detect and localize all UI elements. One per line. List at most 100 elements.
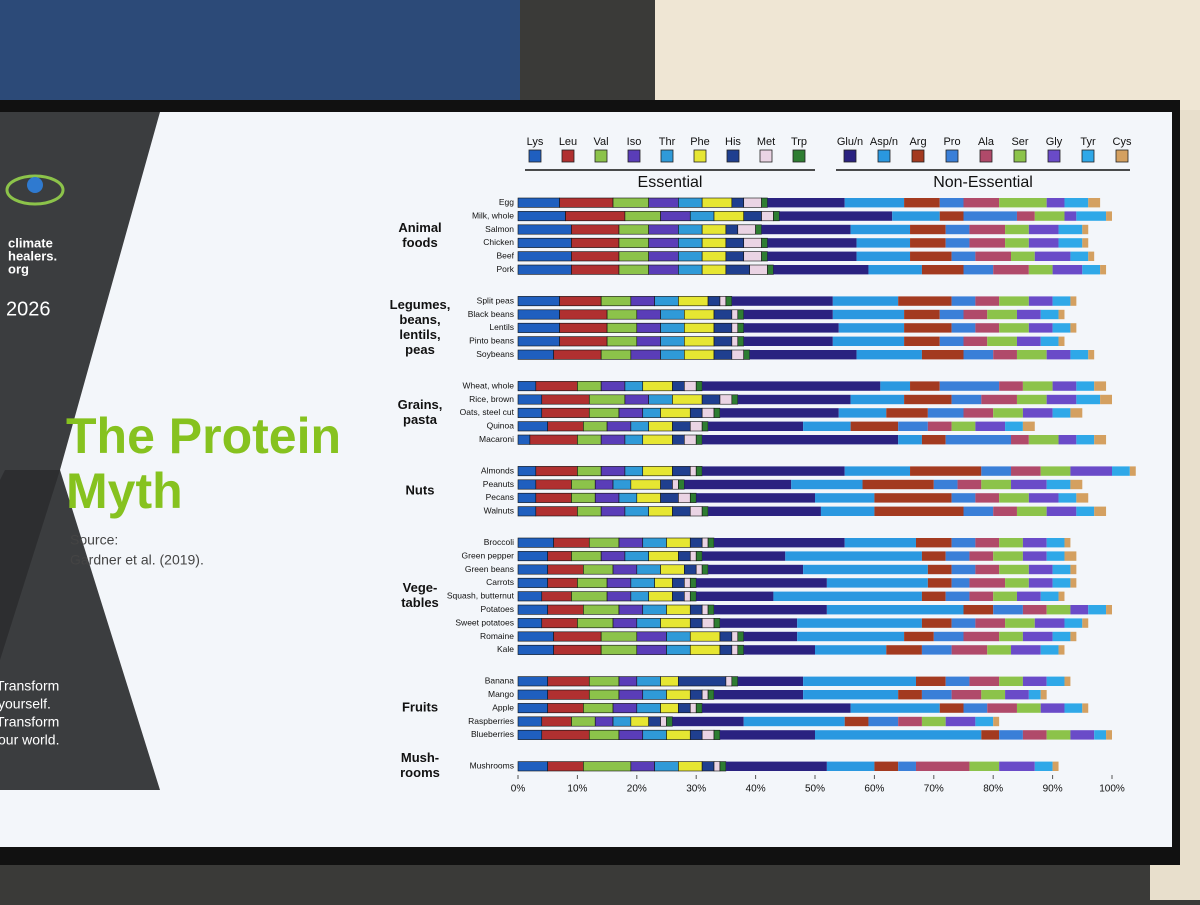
bar-segment [803,564,928,575]
bar-segment [856,350,922,360]
bar-segment [743,716,845,727]
bar-segment [618,224,649,235]
legend-label: Glu/n [837,136,863,148]
bar-segment [987,703,1017,713]
bar-segment [921,618,952,628]
bar-segment [678,224,703,235]
group-label: rooms [400,765,440,780]
bar-segment [1028,265,1053,275]
bar-segment [1022,421,1035,431]
bar-segment [1070,350,1089,360]
bar-segment [1011,479,1047,490]
bar-segment [737,336,745,347]
bar-segment [1064,551,1077,561]
bar-segment [660,336,685,347]
bar-segment [547,676,590,687]
bar-segment [767,198,845,208]
bar-segment [642,537,667,548]
legend-swatch [877,149,891,163]
x-tick-label: 50% [805,784,825,795]
bar-segment [689,703,697,714]
bar-segment [707,296,721,307]
group-label: Mush- [401,750,439,765]
legend-swatch [759,149,773,163]
bar-segment [921,591,946,601]
bar-segment [797,631,905,642]
bar-segment [1034,211,1065,221]
bar-segment [987,645,1012,655]
bar-segment [820,506,875,516]
bar-segment [993,350,1017,360]
bar-segment [642,466,673,477]
bar-segment [577,434,602,445]
bar-segment [684,479,792,490]
bar-segment [624,506,649,517]
bar-segment [684,336,715,347]
legend-swatch [1081,149,1095,163]
bar-segment [642,434,673,445]
bar-segment [1022,605,1047,615]
bar-segment [553,644,602,655]
bar-segment [636,676,661,687]
bar-segment [868,265,922,275]
bar-segment [1100,265,1107,275]
category-label: Green pepper [462,550,515,560]
bar-segment [803,690,899,700]
bar-segment [975,564,1000,575]
bar-segment [642,729,667,740]
bar-segment [571,251,620,262]
bar-segment [583,761,632,772]
bar-segment [868,716,899,727]
group-label: peas [405,342,435,357]
bar-segment [951,296,976,306]
bar-segment [624,466,644,477]
bar-segment [1088,251,1095,261]
group-label: Fruits [402,700,438,715]
bar-segment [547,604,584,615]
legend-label: Leu [559,136,577,148]
bar-segment [737,224,756,235]
bar-segment [1040,591,1059,601]
bar-segment [689,421,703,432]
bar-segment [737,309,745,320]
bar-segment [743,323,839,333]
bar-segment [838,408,887,418]
bar-segment [737,394,851,405]
bar-segment [993,591,1017,601]
bar-segment [648,251,679,262]
bar-segment [660,407,691,418]
bar-segment [702,435,899,445]
bar-segment [689,644,721,655]
bar-segment [571,264,620,275]
bar-segment [761,211,774,222]
bar-segment [898,421,928,431]
bar-segment [517,394,543,405]
bar-segment [541,591,572,602]
bar-segment [672,394,703,405]
bar-segment [517,309,560,320]
bar-segment [654,296,679,307]
bar-segment [850,421,899,431]
bar-segment [1082,265,1101,275]
legend-swatch [528,149,542,163]
bar-segment [1005,421,1023,431]
bar-segment [862,479,934,490]
bar-segment [571,237,620,248]
bar-segment [660,479,673,490]
bar-segment [689,492,697,503]
bar-segment [660,211,691,222]
bar-segment [648,264,679,275]
bar-segment [939,381,1000,391]
bar-segment [1028,578,1053,588]
wall-poster [0,0,520,105]
bar-segment [832,336,905,346]
bar-segment [517,618,543,629]
motto: Transform [0,678,59,694]
bar-segment [1094,381,1107,391]
bar-segment [743,349,750,360]
bar-segment [743,309,833,320]
bar-segment [630,716,649,727]
bar-segment [945,676,970,686]
bar-segment [1076,493,1089,503]
